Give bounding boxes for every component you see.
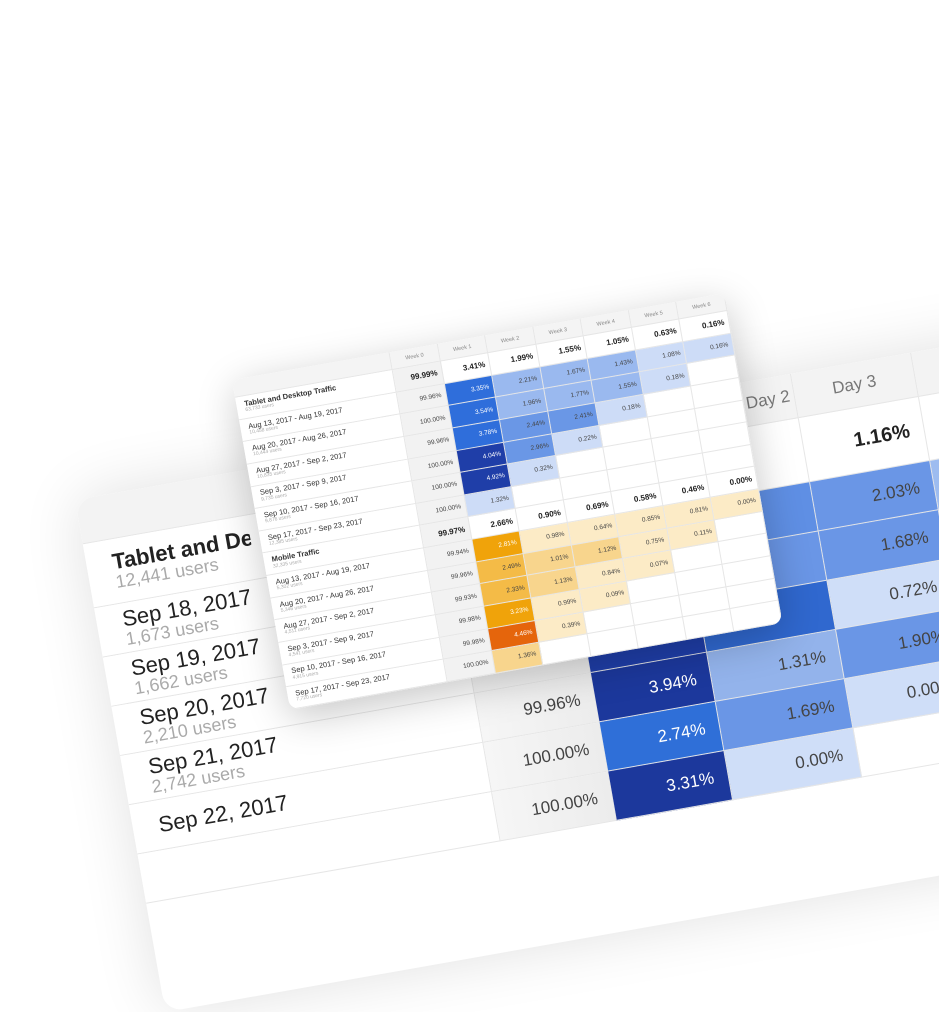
row-title: Sep 22, 2017 <box>157 791 290 836</box>
